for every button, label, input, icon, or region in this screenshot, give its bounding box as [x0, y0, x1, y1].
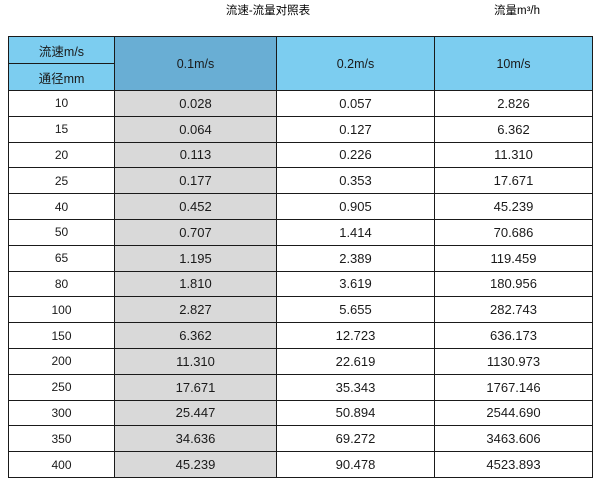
- cell-flow-1: 35.343: [276, 373, 435, 401]
- cell-flow-1: 22.619: [276, 347, 435, 375]
- cell-flow-0: 45.239: [114, 451, 277, 478]
- table-header-row-velocity: 流速m/s 0.1m/s 0.2m/s 10m/s: [8, 36, 593, 91]
- cell-diameter: 65: [8, 244, 115, 272]
- cell-flow-0: 0.064: [114, 115, 277, 143]
- cell-flow-2: 636.173: [434, 322, 593, 349]
- cell-flow-1: 1.414: [276, 218, 435, 246]
- cell-flow-0: 0.707: [114, 218, 277, 246]
- cell-flow-0: 11.310: [114, 347, 277, 375]
- cell-diameter: 250: [8, 373, 115, 401]
- cell-diameter: 20: [8, 141, 115, 169]
- cell-flow-2: 45.239: [434, 193, 593, 220]
- table-row: 20 0.113 0.226 11.310: [8, 141, 593, 169]
- cell-flow-2: 2.826: [434, 90, 593, 117]
- table-header: 流速m/s 0.1m/s 0.2m/s 10m/s 通径mm: [8, 36, 593, 91]
- cell-flow-1: 90.478: [276, 451, 435, 478]
- table-row: 300 25.447 50.894 2544.690: [8, 399, 593, 427]
- cell-flow-2: 1767.146: [434, 373, 593, 401]
- cell-flow-1: 0.226: [276, 141, 435, 169]
- table-row: 200 11.310 22.619 1130.973: [8, 347, 593, 375]
- cell-flow-1: 50.894: [276, 399, 435, 427]
- cell-diameter: 15: [8, 115, 115, 143]
- cell-diameter: 25: [8, 167, 115, 195]
- column-header-velocity-0: 0.1m/s: [114, 36, 277, 91]
- cell-flow-1: 0.905: [276, 193, 435, 220]
- table-row: 15 0.064 0.127 6.362: [8, 115, 593, 143]
- table-row: 40 0.452 0.905 45.239: [8, 193, 593, 220]
- cell-flow-2: 17.671: [434, 167, 593, 195]
- corner-header-diameter: 通径mm: [8, 63, 115, 91]
- cell-flow-2: 11.310: [434, 141, 593, 169]
- cell-flow-1: 0.127: [276, 115, 435, 143]
- cell-flow-0: 0.028: [114, 90, 277, 117]
- cell-flow-2: 6.362: [434, 115, 593, 143]
- table-row: 25 0.177 0.353 17.671: [8, 167, 593, 195]
- table-row: 80 1.810 3.619 180.956: [8, 270, 593, 298]
- cell-flow-2: 1130.973: [434, 347, 593, 375]
- cell-flow-1: 0.353: [276, 167, 435, 195]
- cell-flow-1: 3.619: [276, 270, 435, 298]
- cell-flow-0: 1.810: [114, 270, 277, 298]
- cell-flow-1: 69.272: [276, 425, 435, 453]
- cell-flow-0: 25.447: [114, 399, 277, 427]
- cell-diameter: 350: [8, 425, 115, 453]
- column-header-velocity-2: 10m/s: [434, 36, 593, 91]
- cell-flow-0: 0.452: [114, 193, 277, 220]
- cell-diameter: 400: [8, 451, 115, 478]
- column-header-velocity-1: 0.2m/s: [276, 36, 435, 91]
- cell-diameter: 40: [8, 193, 115, 220]
- table-row: 100 2.827 5.655 282.743: [8, 296, 593, 324]
- flow-unit-label: 流量m³/h: [494, 5, 540, 17]
- table-body: 10 0.028 0.057 2.826 15 0.064 0.127 6.36…: [8, 90, 593, 478]
- cell-flow-0: 0.177: [114, 167, 277, 195]
- table-row: 65 1.195 2.389 119.459: [8, 244, 593, 272]
- cell-diameter: 200: [8, 347, 115, 375]
- cell-diameter: 80: [8, 270, 115, 298]
- table-row: 50 0.707 1.414 70.686: [8, 218, 593, 246]
- cell-flow-2: 180.956: [434, 270, 593, 298]
- table-row: 250 17.671 35.343 1767.146: [8, 373, 593, 401]
- table-row: 400 45.239 90.478 4523.893: [8, 451, 593, 478]
- cell-flow-0: 0.113: [114, 141, 277, 169]
- cell-flow-2: 282.743: [434, 296, 593, 324]
- cell-diameter: 100: [8, 296, 115, 324]
- cell-flow-2: 3463.606: [434, 425, 593, 453]
- cell-diameter: 150: [8, 322, 115, 349]
- table-row: 10 0.028 0.057 2.826: [8, 90, 593, 117]
- cell-flow-0: 2.827: [114, 296, 277, 324]
- cell-flow-2: 119.459: [434, 244, 593, 272]
- cell-flow-2: 4523.893: [434, 451, 593, 478]
- cell-flow-2: 2544.690: [434, 399, 593, 427]
- cell-flow-0: 6.362: [114, 322, 277, 349]
- cell-flow-0: 1.195: [114, 244, 277, 272]
- table-header-row-diameter: 通径mm: [8, 63, 593, 91]
- cell-flow-1: 5.655: [276, 296, 435, 324]
- flow-velocity-table-wrapper: 流速m/s 0.1m/s 0.2m/s 10m/s 通径mm 10 0.028 …: [8, 36, 593, 478]
- table-row: 150 6.362 12.723 636.173: [8, 322, 593, 349]
- page-title: 流速-流量对照表: [225, 5, 311, 17]
- cell-flow-1: 2.389: [276, 244, 435, 272]
- cell-diameter: 300: [8, 399, 115, 427]
- caption-strip: 流速-流量对照表 流量m³/h: [0, 0, 600, 34]
- cell-diameter: 50: [8, 218, 115, 246]
- cell-flow-2: 70.686: [434, 218, 593, 246]
- cell-flow-1: 0.057: [276, 90, 435, 117]
- cell-flow-0: 34.636: [114, 425, 277, 453]
- flow-velocity-table: 流速m/s 0.1m/s 0.2m/s 10m/s 通径mm 10 0.028 …: [8, 36, 593, 478]
- table-row: 350 34.636 69.272 3463.606: [8, 425, 593, 453]
- cell-flow-0: 17.671: [114, 373, 277, 401]
- corner-header-velocity: 流速m/s: [8, 36, 115, 64]
- cell-flow-1: 12.723: [276, 322, 435, 349]
- cell-diameter: 10: [8, 90, 115, 117]
